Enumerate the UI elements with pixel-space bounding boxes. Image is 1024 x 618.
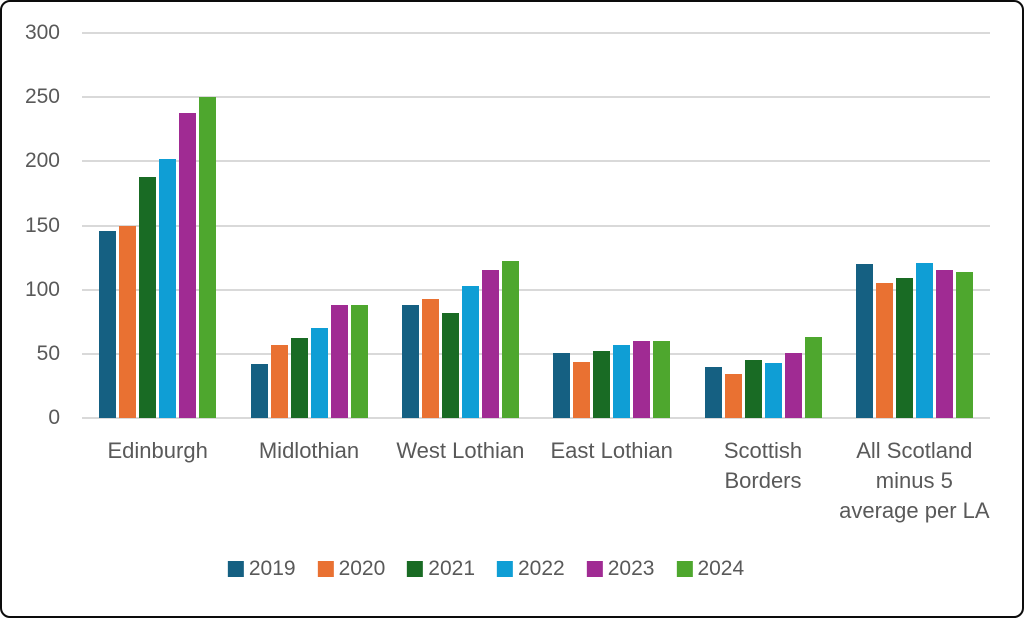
bar-2022-group-2 — [310, 328, 328, 418]
legend-item-2020: 2020 — [317, 557, 386, 581]
gridline-300 — [82, 32, 990, 34]
bar-2021-group-1 — [139, 176, 157, 418]
bar-2022-group-6 — [915, 262, 933, 418]
y-tick-label-0: 0 — [48, 406, 60, 429]
x-axis-label-3: West Lothian — [396, 438, 525, 463]
bar-2019-group-3 — [401, 305, 419, 418]
x-axis-label-4: East Lothian — [550, 438, 673, 463]
x-axis-label-6: All Scotland minus 5 average per LA — [839, 438, 990, 523]
bar-2022-group-3 — [461, 285, 479, 418]
y-tick-label-250: 250 — [24, 85, 60, 109]
bar-2019-group-1 — [99, 230, 117, 418]
bar-2022-group-5 — [764, 362, 782, 418]
bar-2020-group-3 — [421, 298, 439, 418]
bar-2024-group-3 — [501, 261, 519, 418]
y-tick-label-300: 300 — [24, 21, 60, 44]
y-tick-label-200: 200 — [24, 149, 60, 173]
legend: 2019 2020 2021 2022 2023 2024 — [227, 557, 744, 581]
bar-2021-group-5 — [744, 360, 762, 418]
y-tick-label-50: 50 — [36, 341, 60, 365]
bar-2019-group-5 — [704, 366, 722, 418]
bar-2024-group-5 — [804, 337, 822, 418]
legend-item-2024: 2024 — [676, 557, 744, 581]
legend-swatch-icon — [407, 561, 424, 577]
gridline-250 — [82, 96, 990, 99]
bar-2023-group-5 — [784, 352, 802, 418]
bar-2022-group-4 — [613, 344, 631, 418]
bar-group-5 — [704, 33, 822, 418]
bar-2021-group-3 — [441, 312, 459, 418]
legend-item-2022: 2022 — [497, 557, 565, 581]
legend-swatch-icon — [317, 561, 334, 577]
bar-2024-group-1 — [199, 97, 217, 418]
bar-2023-group-4 — [633, 341, 651, 418]
gridline-150 — [82, 224, 990, 227]
legend-item-2019: 2019 — [227, 557, 296, 581]
bar-2023-group-1 — [179, 112, 197, 418]
bar-group-2 — [250, 33, 368, 418]
bar-2019-group-4 — [553, 352, 571, 418]
bar-2020-group-6 — [875, 283, 893, 418]
bar-2020-group-5 — [724, 374, 742, 418]
bar-2021-group-2 — [290, 338, 308, 418]
gridline-200 — [82, 160, 990, 163]
legend-swatch-icon — [497, 561, 513, 577]
bar-2020-group-2 — [270, 344, 288, 418]
legend-swatch-icon — [676, 561, 693, 577]
bar-2023-group-2 — [330, 305, 348, 418]
y-tick-label-100: 100 — [24, 277, 60, 301]
gridline-100 — [82, 288, 990, 291]
legend-label-2020: 2020 — [338, 557, 386, 580]
bar-2024-group-6 — [955, 271, 973, 418]
bar-2022-group-1 — [159, 158, 177, 418]
bar-group-4 — [553, 33, 671, 418]
x-axis-label-1: Edinburgh — [107, 438, 208, 463]
legend-swatch-icon — [227, 561, 244, 577]
legend-label-2021: 2021 — [428, 557, 475, 580]
legend-label-2019: 2019 — [248, 557, 296, 580]
gridline-50 — [82, 352, 990, 355]
legend-item-2021: 2021 — [407, 557, 475, 581]
bar-2019-group-2 — [250, 364, 268, 418]
bar-2020-group-4 — [573, 361, 591, 418]
bar-2020-group-1 — [119, 225, 137, 418]
legend-swatch-icon — [586, 561, 603, 577]
bar-group-1 — [99, 33, 217, 418]
bar-2024-group-2 — [350, 305, 368, 418]
bar-2023-group-3 — [481, 270, 499, 418]
bar-2021-group-4 — [593, 351, 611, 418]
y-tick-label-150: 150 — [24, 213, 60, 237]
legend-label-2022: 2022 — [518, 557, 565, 580]
plot-area — [82, 32, 990, 419]
bar-2024-group-4 — [653, 341, 671, 418]
legend-label-2023: 2023 — [607, 557, 655, 580]
bar-2021-group-6 — [895, 278, 913, 418]
x-axis-label-2: Midlothian — [258, 438, 360, 463]
bar-2023-group-6 — [935, 270, 953, 418]
bar-2019-group-6 — [855, 264, 873, 418]
bar-group-3 — [401, 33, 519, 418]
legend-item-2023: 2023 — [586, 557, 655, 581]
x-axis-label-5: Scottish Borders — [723, 438, 803, 493]
bar-group-6 — [855, 33, 973, 418]
legend-label-2024: 2024 — [697, 557, 745, 580]
gridline-0 — [82, 417, 990, 419]
